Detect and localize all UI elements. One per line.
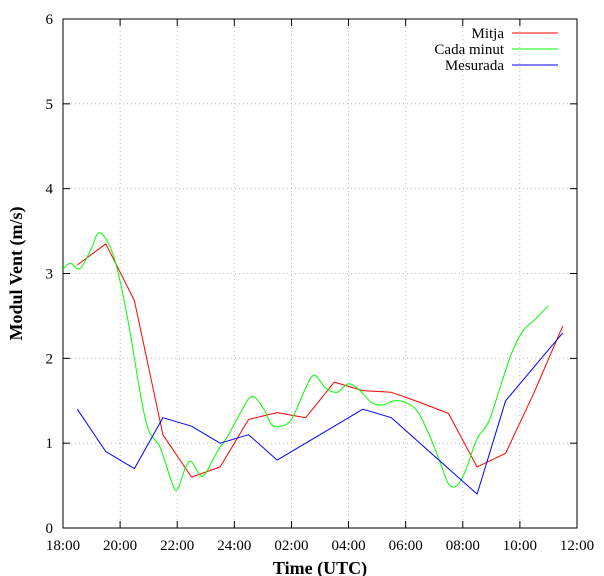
series-line-cada-minut xyxy=(63,232,549,491)
x-tick-label: 12:00 xyxy=(560,538,594,554)
x-tick-label: 10:00 xyxy=(503,538,537,554)
y-tick-label: 0 xyxy=(46,521,54,537)
y-axis-title: Modul Vent (m/s) xyxy=(6,206,27,340)
series-lines xyxy=(63,232,564,495)
x-axis-title: Time (UTC) xyxy=(273,558,367,576)
series-line-mesurada xyxy=(76,332,564,495)
legend-label-cada-minut: Cada minut xyxy=(434,42,504,58)
x-tick-label: 24:00 xyxy=(217,538,251,554)
x-tick-label: 04:00 xyxy=(331,538,365,554)
series-line-mitja xyxy=(77,243,564,478)
x-tick-label: 06:00 xyxy=(389,538,423,554)
legend-label-mitja: Mitja xyxy=(472,26,505,42)
x-tick-label: 22:00 xyxy=(160,538,194,554)
y-tick-label: 5 xyxy=(46,97,54,113)
x-tick-label: 02:00 xyxy=(274,538,308,554)
y-tick-label: 1 xyxy=(46,436,54,452)
x-tick-label: 20:00 xyxy=(103,538,137,554)
axis-ticks xyxy=(62,18,578,529)
grid-lines xyxy=(63,19,577,528)
y-tick-labels: 0 1 2 3 4 5 6 xyxy=(46,12,54,537)
y-tick-label: 6 xyxy=(46,12,54,28)
y-tick-label: 2 xyxy=(46,351,54,367)
x-tick-label: 08:00 xyxy=(446,538,480,554)
y-tick-label: 4 xyxy=(46,182,54,198)
y-tick-label: 3 xyxy=(46,267,54,283)
legend-label-mesurada: Mesurada xyxy=(445,58,504,74)
x-tick-label: 18:00 xyxy=(46,538,80,554)
x-tick-labels: 18:00 20:00 22:00 24:00 02:00 04:00 06:00 08:00… xyxy=(46,538,594,554)
